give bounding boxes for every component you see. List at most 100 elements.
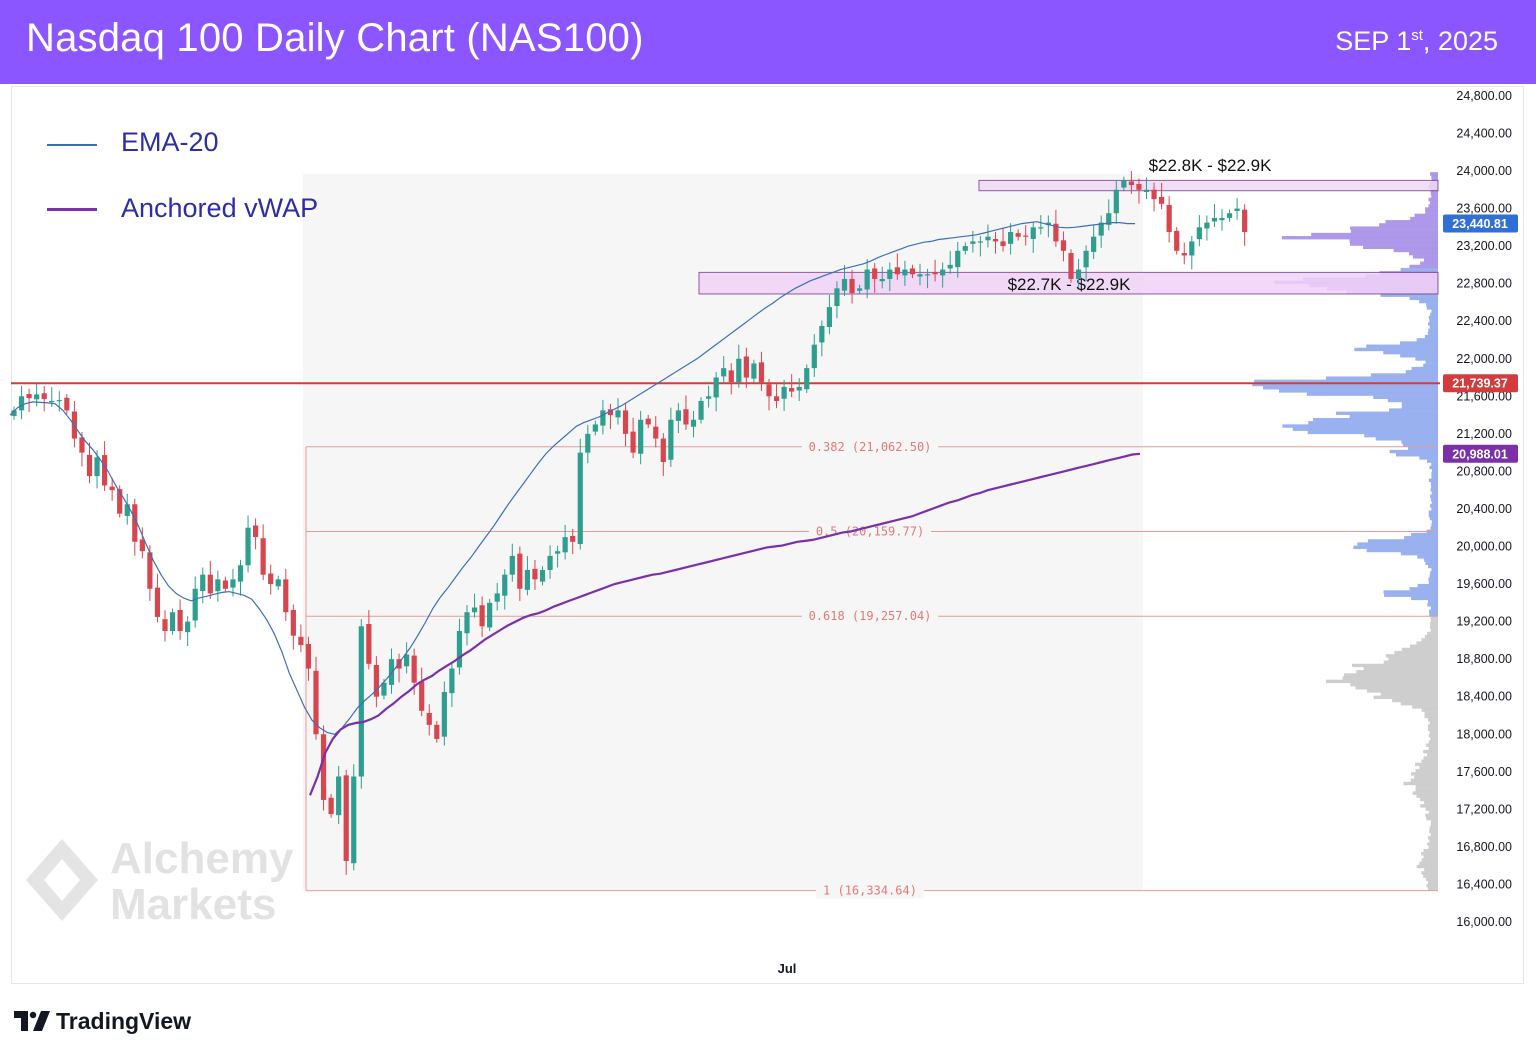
watermark-line2: Markets <box>110 880 277 929</box>
volume-profile-bar <box>1431 507 1438 511</box>
volume-profile-bar <box>1409 264 1438 269</box>
volume-profile-bar <box>1414 775 1438 779</box>
volume-profile-bar <box>1417 555 1438 559</box>
candle-body <box>207 574 213 594</box>
volume-profile-bar <box>1401 440 1438 444</box>
candle-body <box>668 419 674 460</box>
volume-profile-bar <box>1429 465 1438 470</box>
candle-body <box>487 602 493 628</box>
candle-body <box>1181 253 1187 256</box>
candle-body <box>796 386 802 391</box>
candle-body <box>56 400 62 402</box>
candle-body <box>434 724 440 739</box>
candle-body <box>887 269 893 279</box>
candle-body <box>102 455 108 486</box>
candle-body <box>1174 230 1180 251</box>
candle-body <box>743 356 749 378</box>
volume-profile-bar <box>1353 545 1438 550</box>
volume-profile-bar <box>1429 730 1438 735</box>
candle-body <box>539 569 546 582</box>
volume-profile-bar <box>1429 839 1438 843</box>
candle-body <box>766 384 772 397</box>
y-axis-tick-label: 16,400.00 <box>1456 877 1512 891</box>
candle-body <box>736 358 742 383</box>
volume-profile-bar <box>1416 864 1438 869</box>
volume-profile-bar <box>1431 309 1438 313</box>
candle-body <box>1189 241 1195 256</box>
candle-body <box>509 555 515 575</box>
candle-body <box>464 612 470 634</box>
volume-profile-bar <box>1424 867 1438 872</box>
candle-body <box>1053 223 1059 242</box>
volume-profile-bar <box>1428 845 1438 850</box>
candle-body <box>675 410 681 421</box>
y-axis-tick-label: 23,600.00 <box>1456 202 1512 216</box>
volume-profile-bar <box>1430 628 1438 633</box>
y-axis-tick-label: 19,200.00 <box>1456 615 1512 629</box>
candle-body <box>373 664 379 697</box>
volume-profile-bar <box>1387 398 1438 403</box>
candle-body <box>11 410 17 417</box>
candle-body <box>1008 232 1014 244</box>
candle-body <box>924 274 931 276</box>
y-axis-tick-label: 17,200.00 <box>1456 802 1512 816</box>
fib-label-bg <box>809 523 931 540</box>
candle-body <box>1196 227 1202 240</box>
candle-body <box>18 396 25 411</box>
volume-profile-bar <box>1430 497 1438 502</box>
y-axis-tick-label: 22,800.00 <box>1456 277 1512 291</box>
candle-body <box>1075 269 1082 279</box>
volume-profile-bar <box>1424 714 1438 719</box>
resistance-zone <box>978 179 1439 192</box>
anchored-vwap-line <box>308 452 1141 796</box>
volume-profile-bar <box>1431 472 1438 476</box>
volume-profile-bar <box>1412 255 1438 259</box>
candle-body <box>1091 236 1097 252</box>
chart-title: Nasdaq 100 Daily Chart (NAS100) <box>26 16 644 60</box>
volume-profile-bar <box>1415 769 1438 773</box>
volume-profile-bar <box>1426 743 1438 747</box>
candle-body <box>109 486 115 491</box>
y-axis-tick-label: 22,400.00 <box>1456 314 1512 328</box>
volume-profile-bar <box>1349 242 1438 246</box>
candle-body <box>64 397 70 411</box>
candle-body <box>1083 250 1089 268</box>
volume-profile-bar <box>1370 373 1438 377</box>
volume-profile-bar <box>1430 200 1438 205</box>
candle-body <box>290 609 296 636</box>
volume-profile-bar <box>1429 574 1438 578</box>
volume-profile-bar <box>1430 619 1438 623</box>
volume-profile-bar <box>1429 319 1438 323</box>
volume-profile-bar <box>1373 395 1438 400</box>
volume-profile-bar <box>1430 172 1438 176</box>
candle-body <box>185 621 191 633</box>
candle-body <box>283 579 289 613</box>
volume-profile-bar <box>1380 293 1438 297</box>
candle-body <box>841 278 848 291</box>
volume-profile-bar <box>1428 322 1438 326</box>
candle-body <box>1045 222 1051 226</box>
candle-body <box>1023 235 1029 237</box>
date-year: , 2025 <box>1422 26 1498 56</box>
volume-profile-bar <box>1431 484 1438 489</box>
volume-profile-bar <box>1404 536 1438 540</box>
volume-profile-bar <box>1356 670 1438 674</box>
candle-body <box>977 241 983 243</box>
candle-body <box>343 775 349 861</box>
volume-profile-bar <box>1428 564 1438 569</box>
candle-body <box>1136 183 1142 190</box>
candle-body <box>1234 208 1240 211</box>
volume-profile-bar <box>1349 239 1438 243</box>
candle-body <box>200 574 206 591</box>
candle-body <box>592 424 598 432</box>
candle-body <box>879 278 885 282</box>
candle-body <box>622 410 629 434</box>
tradingview-logo-icon <box>14 1011 50 1031</box>
chart-header: Nasdaq 100 Daily Chart (NAS100) SEP 1st,… <box>0 0 1536 84</box>
volume-profile-bar <box>1424 711 1438 715</box>
volume-profile-bar <box>1281 236 1438 240</box>
candle-body <box>819 325 825 343</box>
volume-profile-bar <box>1307 430 1438 435</box>
candle-body <box>834 288 840 306</box>
